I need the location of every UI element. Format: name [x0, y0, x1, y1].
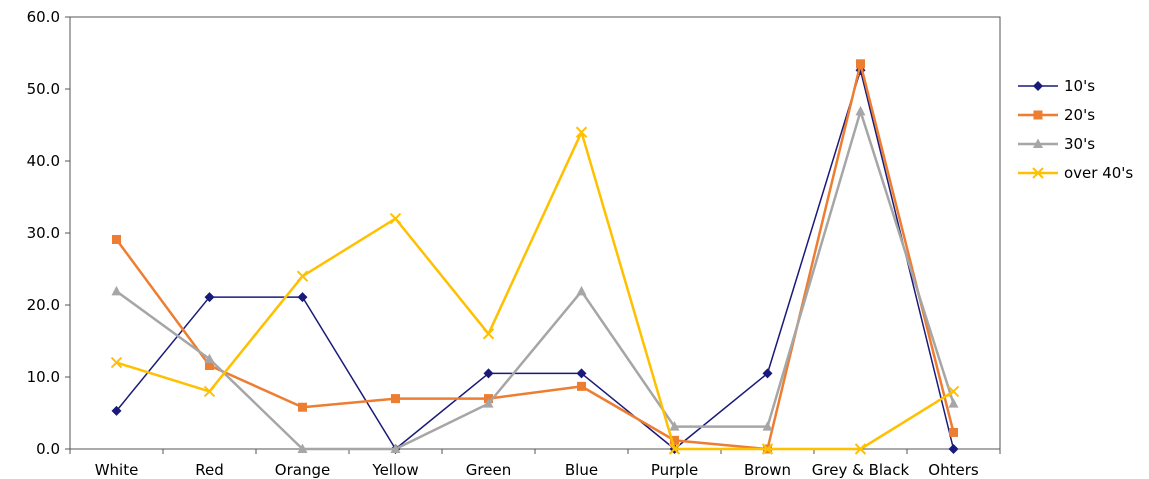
x-tick-label: Blue: [565, 461, 598, 479]
data-point: [576, 368, 587, 379]
legend-label: 30's: [1064, 135, 1095, 153]
x-tick-label: White: [95, 461, 139, 479]
data-point: [389, 212, 402, 225]
x-tick-label: Purple: [651, 461, 698, 479]
x-tick-label: Red: [195, 461, 224, 479]
data-point: [391, 394, 400, 404]
data-point: [669, 421, 680, 431]
data-point: [947, 385, 960, 398]
data-point: [297, 443, 308, 453]
series-layer: [110, 59, 960, 455]
legend-item: 20's: [1018, 106, 1095, 124]
series-line: [115, 110, 955, 451]
x-tick-label: Ohters: [928, 461, 979, 479]
series-3: [110, 126, 960, 455]
data-point: [575, 126, 588, 138]
legend-marker: [1033, 138, 1043, 148]
legend-item: over 40's: [1018, 164, 1133, 182]
series-line: [116, 130, 955, 451]
legend-label: over 40's: [1064, 164, 1133, 182]
series-line: [115, 62, 955, 451]
data-point: [761, 443, 774, 455]
data-point: [203, 385, 216, 398]
data-point: [948, 398, 959, 408]
legend-item: 10's: [1018, 77, 1095, 95]
y-tick-label: 20.0: [27, 296, 60, 314]
data-point: [949, 427, 958, 437]
series-2: [111, 105, 959, 453]
data-point: [762, 421, 773, 431]
data-point: [668, 443, 681, 455]
data-point: [204, 292, 215, 303]
data-point: [855, 105, 866, 116]
legend-marker: [1032, 167, 1044, 179]
data-point: [298, 402, 307, 412]
data-point: [112, 234, 121, 244]
data-point: [762, 368, 773, 379]
x-tick-label: Yellow: [371, 461, 418, 479]
data-point: [111, 285, 122, 296]
legend-label: 20's: [1064, 106, 1095, 124]
series-line: [115, 69, 955, 450]
data-point: [111, 405, 122, 416]
data-point: [204, 353, 215, 363]
y-tick-label: 0.0: [36, 440, 60, 458]
y-tick-label: 40.0: [27, 152, 60, 170]
data-point: [482, 328, 495, 340]
y-tick-label: 50.0: [27, 80, 60, 98]
data-point: [948, 444, 959, 454]
data-point: [854, 443, 867, 455]
data-point: [856, 59, 865, 69]
x-axis: White Red Orange Yellow Green Blue Purple Brown…: [69, 449, 1001, 479]
x-tick-label: Grey & Black: [812, 461, 910, 479]
data-point: [577, 381, 586, 391]
legend: 10's 20's 30's over 40's: [1018, 77, 1133, 182]
y-tick-label: 60.0: [27, 8, 60, 26]
data-point: [670, 435, 679, 445]
data-point: [297, 292, 308, 303]
data-point: [110, 356, 123, 369]
y-tick-label: 30.0: [27, 224, 60, 242]
data-point: [483, 368, 494, 379]
data-point: [576, 285, 587, 296]
data-point: [296, 270, 309, 282]
legend-marker: [1033, 110, 1043, 120]
legend-marker: [1033, 81, 1043, 91]
y-axis: 0.0 10.0 20.0 30.0 40.0 50.0 60.0: [27, 8, 70, 458]
x-tick-label: Green: [466, 461, 511, 479]
y-tick-label: 10.0: [27, 368, 60, 386]
x-tick-label: Orange: [275, 461, 330, 479]
data-point: [483, 398, 494, 408]
legend-label: 10's: [1064, 77, 1095, 95]
data-point: [205, 360, 214, 370]
legend-item: 30's: [1018, 135, 1095, 153]
data-point: [390, 443, 401, 453]
x-tick-label: Brown: [744, 461, 791, 479]
